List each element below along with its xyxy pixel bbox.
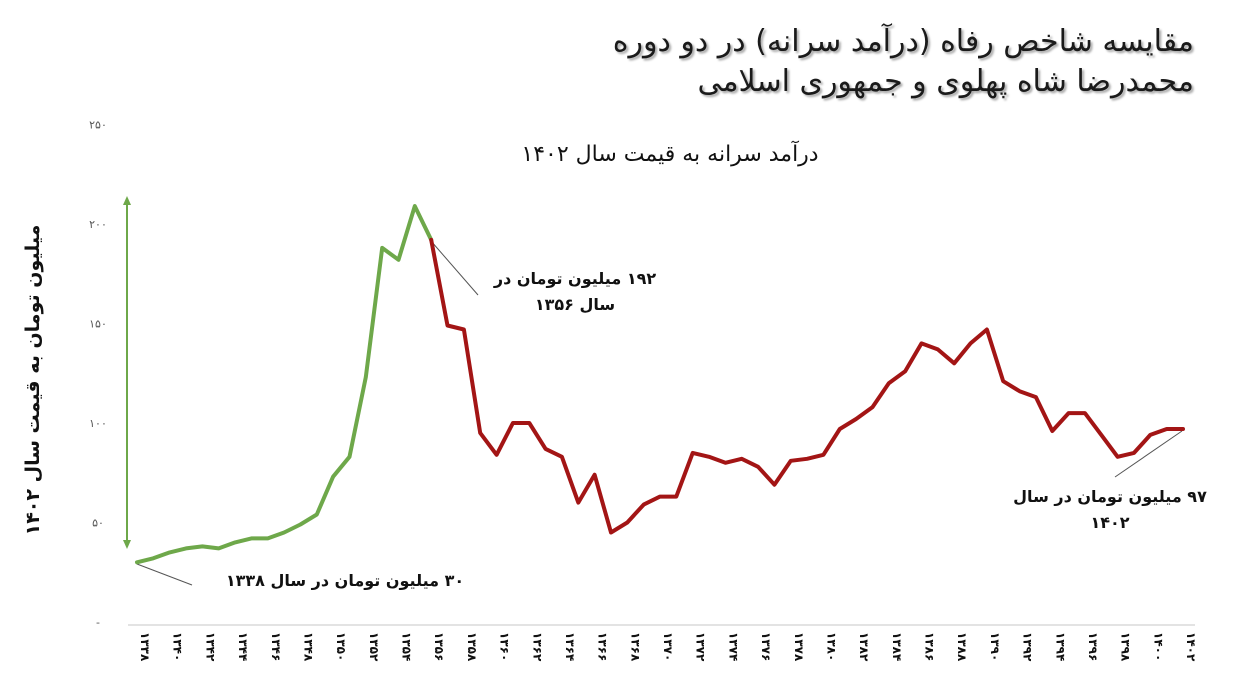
- x-tick-label: ۱۳۴۲: [203, 632, 217, 662]
- y-tick-label: -: [96, 616, 100, 629]
- chart-subtitle: درآمد سرانه به قیمت سال ۱۴۰۲: [521, 142, 819, 167]
- x-tick-label: ۱۳۵۲: [367, 632, 381, 662]
- x-tick-label: ۱۳۴۸: [301, 632, 315, 662]
- annotation-leader-lines: [136, 240, 1183, 586]
- series-pahlavi-line: [135, 204, 434, 565]
- x-tick-label: ۱۳۵۸: [465, 632, 479, 662]
- x-tick-label: ۱۳۸۴: [890, 632, 904, 661]
- x-tick-label: ۱۳۴۴: [236, 632, 250, 661]
- x-tick-label: ۱۳۳۸: [138, 632, 152, 662]
- x-tick-label: ۱۳۶۸: [628, 632, 642, 662]
- y-tick-label: ۵۰: [92, 517, 104, 530]
- series-islamic-republic-line: [429, 237, 1185, 535]
- main-title: مقایسه شاخص رفاه (درآمد سرانه) در دو دور…: [613, 22, 1194, 102]
- x-tick-label: ۱۳۷۸: [792, 632, 806, 662]
- x-tick-label: ۱۳۴۰: [171, 632, 185, 661]
- y-tick-label: ۲۵۰: [89, 119, 107, 132]
- x-tick-label: ۱۳۹۶: [1086, 632, 1100, 661]
- x-tick-label: ۱۳۹۴: [1053, 632, 1067, 661]
- annotation-start: ۳۰ میلیون تومان در سال ۱۳۳۸: [225, 571, 465, 590]
- x-tick-label: ۱۳۵۰: [334, 632, 348, 661]
- x-tick-label: ۱۳۶۶: [596, 632, 610, 661]
- x-tick-label: ۱۳۷۶: [759, 632, 773, 661]
- x-tick-label: ۱۳۹۲: [1021, 632, 1035, 662]
- range-arrow: [123, 196, 131, 549]
- x-tick-label: ۱۳۹۸: [1119, 632, 1133, 662]
- x-tick-label: ۱۳۶۰: [498, 632, 512, 661]
- x-tick-label: ۱۳۷۰: [661, 632, 675, 661]
- x-tick-label: ۱۳۴۶: [269, 632, 283, 661]
- x-tick-label: ۱۳۶۲: [530, 632, 544, 662]
- x-tick-label: ۱۳۹۰: [988, 632, 1002, 661]
- x-tick-label: ۱۳۸۲: [857, 632, 871, 662]
- x-tick-label: ۱۳۵۶: [432, 632, 446, 661]
- x-tick-label: ۱۴۰۰: [1151, 632, 1165, 661]
- y-tick-label: ۱۵۰: [89, 318, 107, 331]
- x-tick-label: ۱۳۷۲: [694, 632, 708, 662]
- y-tick-label: ۲۰۰: [89, 218, 107, 231]
- x-tick-label: ۱۳۸۸: [955, 632, 969, 662]
- main-title-line1: مقایسه شاخص رفاه (درآمد سرانه) در دو دور…: [612, 24, 1194, 59]
- x-tick-label: ۱۳۷۴: [726, 632, 740, 661]
- main-title-line2: محمدرضا شاه پهلوی و جمهوری اسلامی: [697, 64, 1194, 99]
- x-axis-ticks: ۱۳۳۸ ۱۳۴۰ ۱۳۴۲ ۱۳۴۴ ۱۳۴۶ ۱۳۴۸ ۱۳۵۰ ۱۳۵۲ ۱۳۵۴ ۱۳۵۶…: [138, 632, 1198, 662]
- x-tick-label: ۱۳۵۴: [400, 632, 414, 661]
- y-tick-label: ۱۰۰: [89, 417, 107, 430]
- arrow-down-icon: [123, 540, 131, 549]
- x-tick-label: ۱۳۶۴: [563, 632, 577, 661]
- x-tick-label: ۱۳۸۰: [824, 632, 838, 661]
- x-tick-label: ۱۴۰۲: [1184, 632, 1198, 662]
- annotation-end: ۹۷ میلیون تومان در سال ۱۴۰۲: [1013, 487, 1207, 532]
- arrow-up-icon: [123, 196, 131, 205]
- x-tick-label: ۱۳۸۶: [923, 632, 937, 661]
- y-axis-ticks: - ۵۰ ۱۰۰ ۱۵۰ ۲۰۰ ۲۵۰: [89, 119, 107, 630]
- annotation-peak: ۱۹۲ میلیون تومان در سال ۱۳۵۶: [493, 269, 657, 314]
